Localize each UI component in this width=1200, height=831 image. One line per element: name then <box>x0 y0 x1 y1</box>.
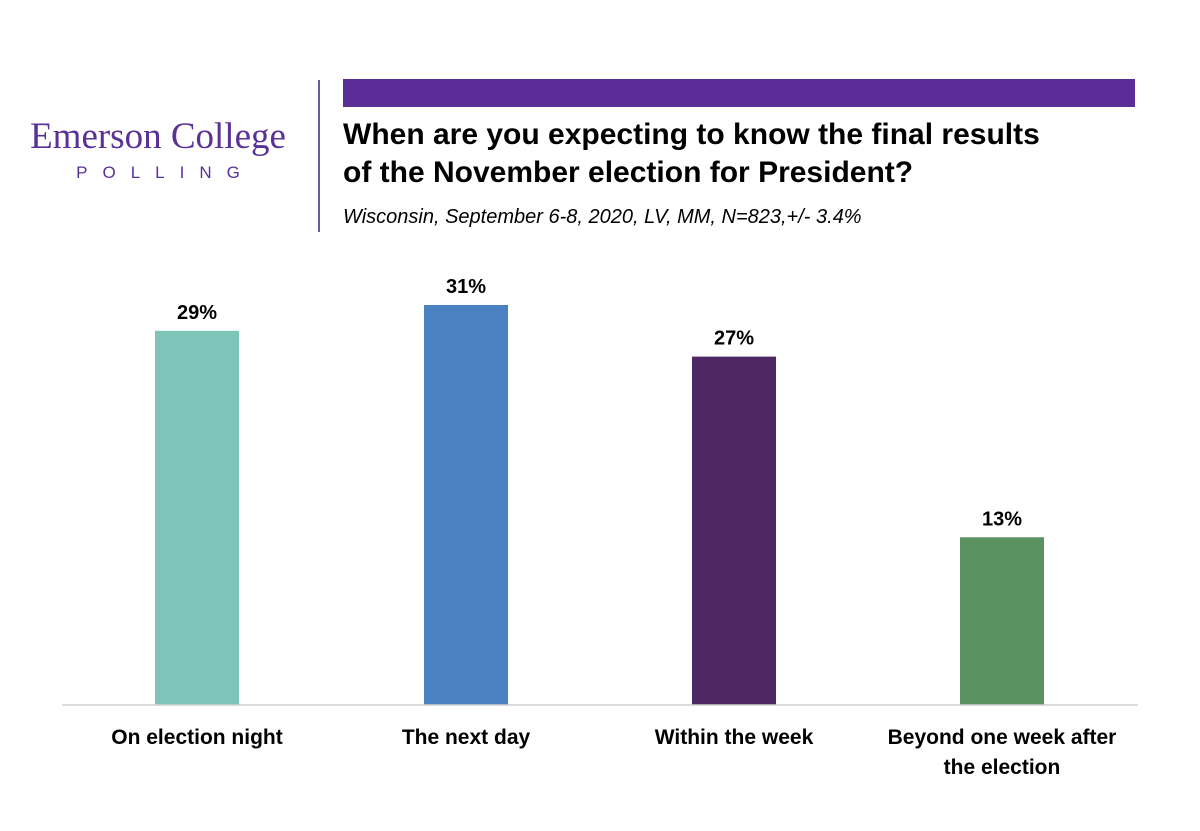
value-label-3: 27% <box>714 328 754 350</box>
bars-group <box>155 305 1044 705</box>
bar-2 <box>424 305 508 705</box>
category-label-1: On election night <box>111 726 283 749</box>
chart-title: When are you expecting to know the final… <box>343 116 1143 192</box>
category-labels-group: On election night The next day Within the … <box>111 726 1116 779</box>
value-label-1: 29% <box>177 302 217 324</box>
value-label-2: 31% <box>446 276 486 298</box>
category-label-4-line-1: Beyond one week after <box>888 726 1117 749</box>
category-label-2: The next day <box>402 726 531 749</box>
value-label-4: 13% <box>982 508 1022 530</box>
header-divider <box>318 80 320 232</box>
value-labels-group: 29% 31% 27% 13% <box>177 276 1022 530</box>
logo-subtitle: POLLING <box>76 163 255 182</box>
bar-3 <box>692 356 776 705</box>
chart-title-line-1: When are you expecting to know the final… <box>343 118 1040 151</box>
category-label-4-line-2: the election <box>944 756 1061 779</box>
bar-4 <box>960 537 1044 705</box>
logo-name: Emerson College <box>30 116 286 157</box>
category-label-3: Within the week <box>655 726 814 749</box>
chart-subtitle: Wisconsin, September 6-8, 2020, LV, MM, … <box>343 206 862 228</box>
chart-title-line-2: of the November election for President? <box>343 156 914 189</box>
emerson-college-polling-logo: Emerson College POLLING <box>22 115 294 185</box>
header-color-band <box>343 79 1135 107</box>
bar-1 <box>155 330 239 705</box>
